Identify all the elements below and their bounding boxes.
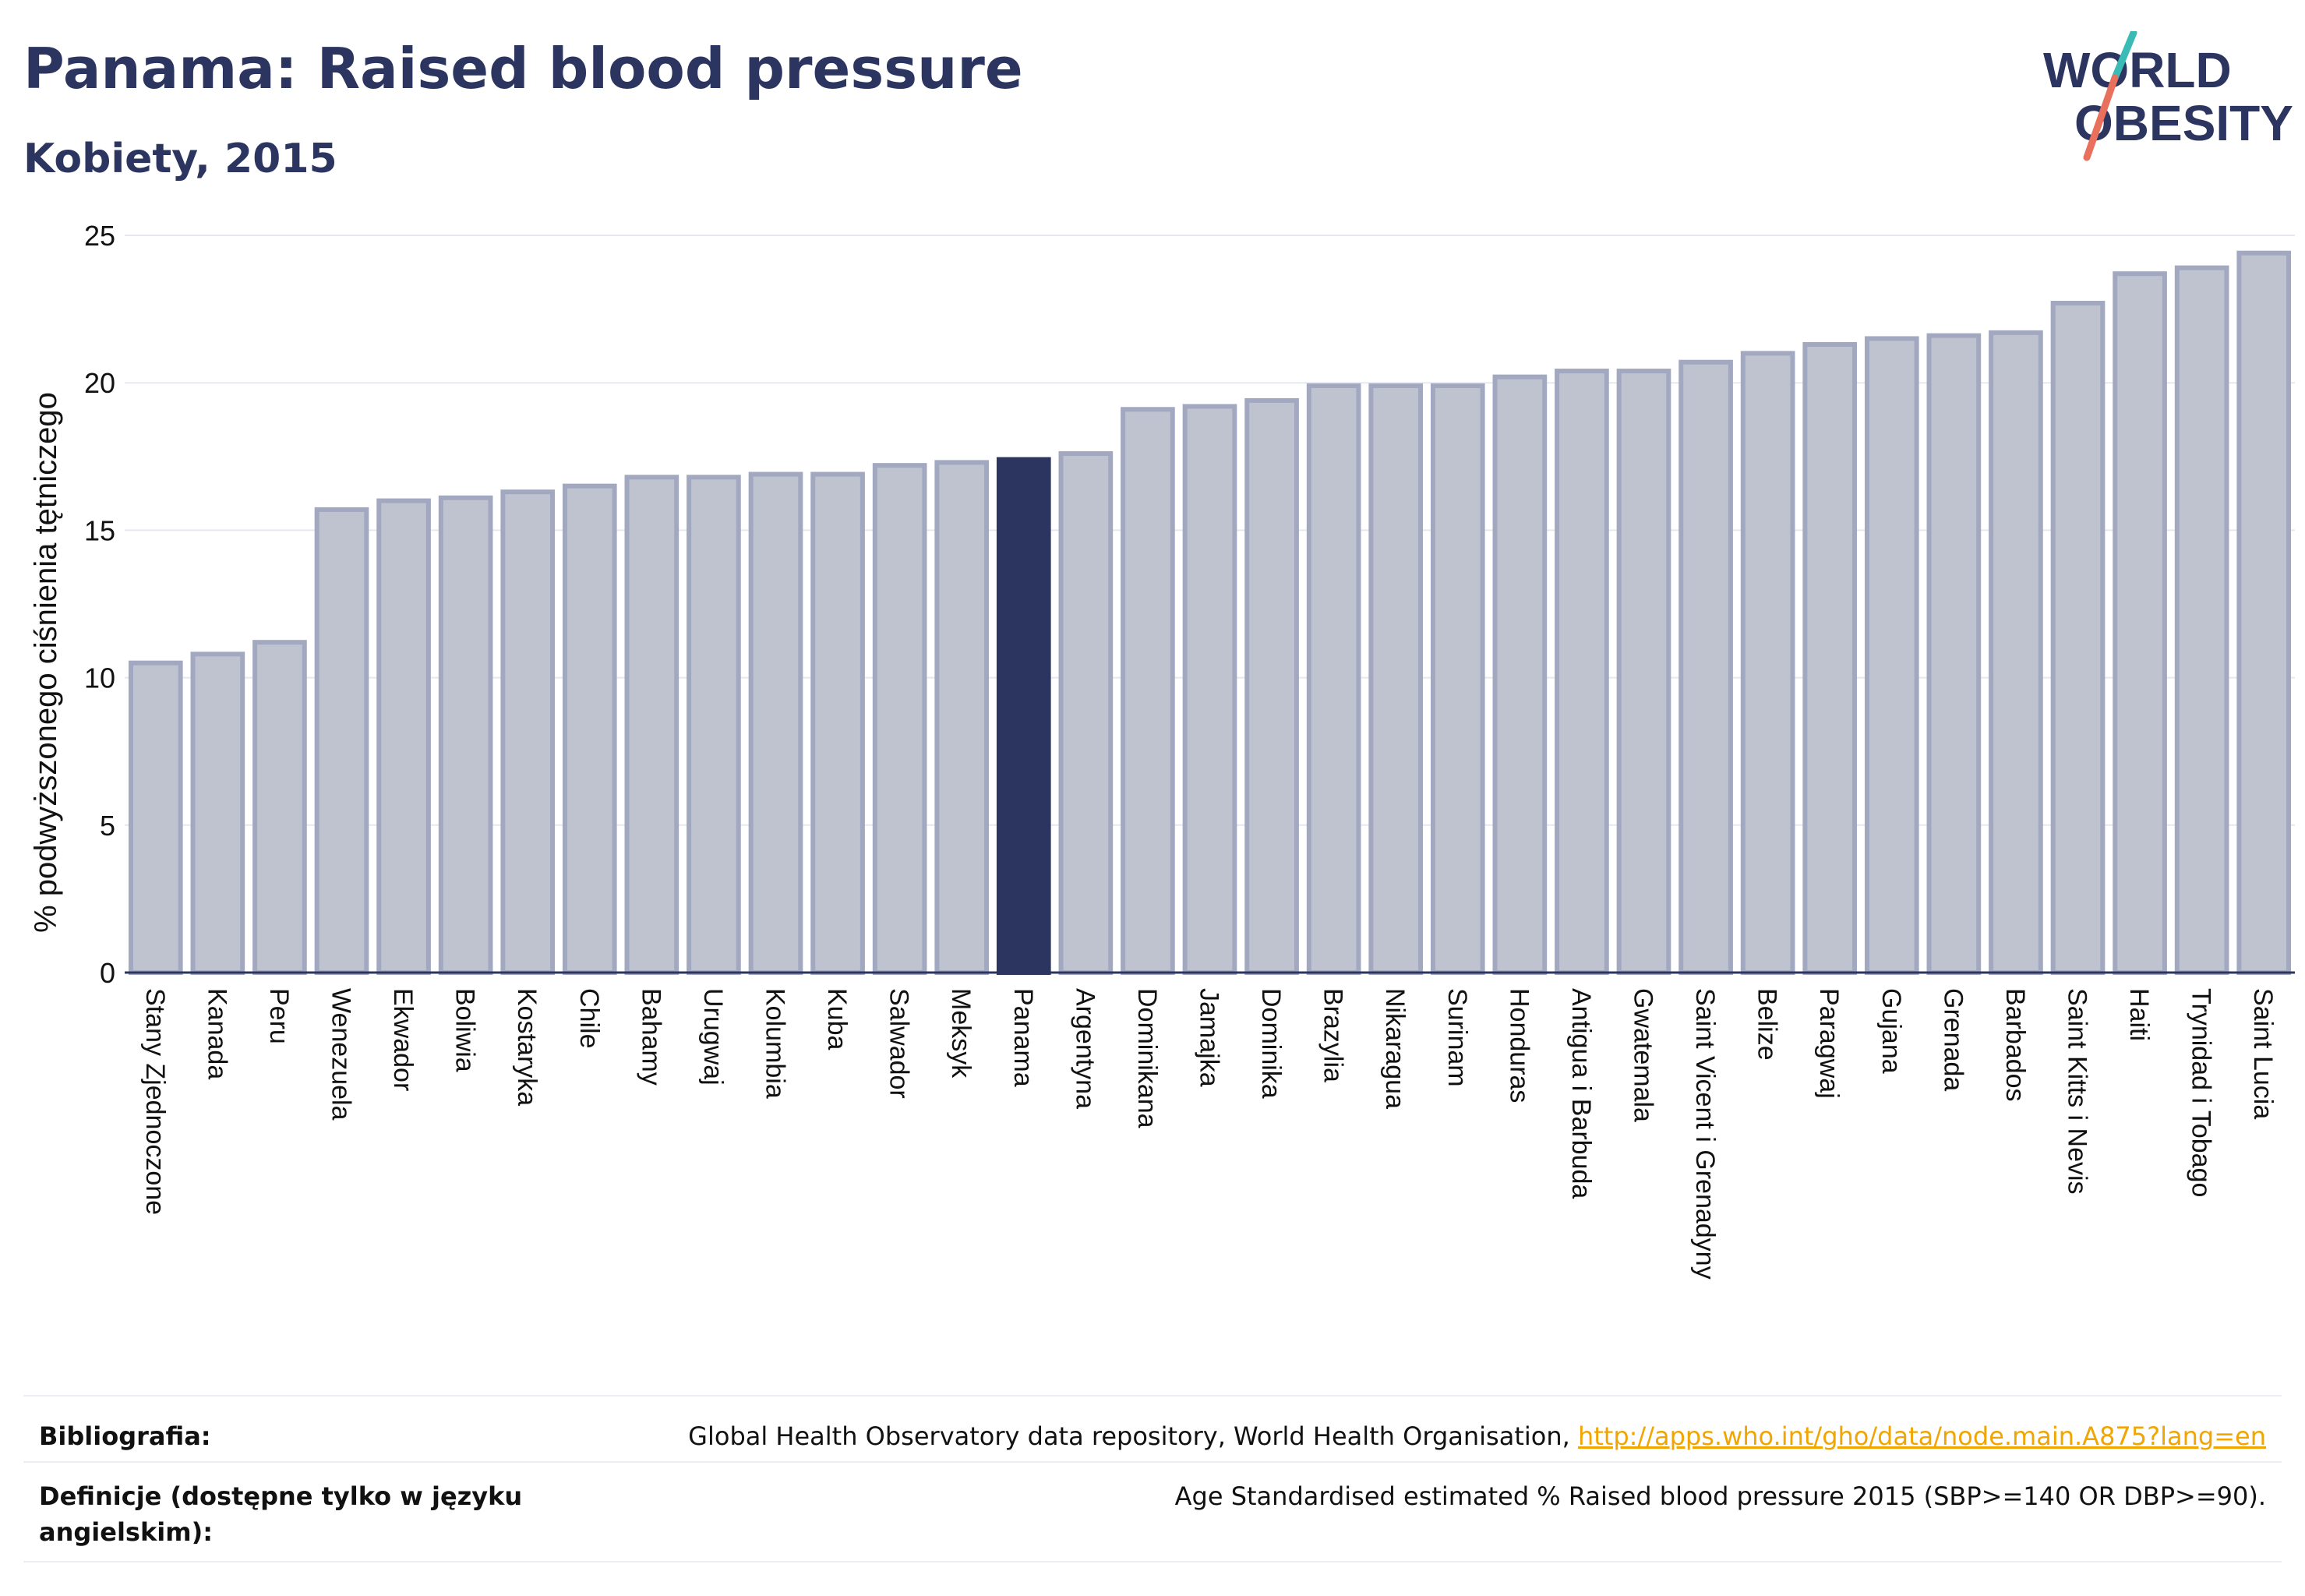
- bar-paragwaj: [1802, 342, 1858, 975]
- bar-argentyna: [1058, 451, 1114, 975]
- x-tick-label: Trynidad i Tobago: [2187, 988, 2216, 1197]
- x-tick-label: Gwatemala: [1629, 988, 1658, 1122]
- x-tick-label: Saint Vicent i Grenadyny: [1690, 988, 1720, 1280]
- y-axis-ticks: 0 5 10 15 20 25: [84, 220, 115, 989]
- world-obesity-logo: WORLD OBESITY: [2043, 31, 2293, 161]
- x-tick-label: Chile: [574, 988, 604, 1048]
- definition-label: Definicje (dostępne tylko w języku angie…: [39, 1481, 523, 1547]
- bar-kolumbia: [748, 471, 803, 975]
- x-tick-label: Gujana: [1876, 988, 1906, 1074]
- bar-kuba: [810, 471, 865, 975]
- x-tick-label: Kolumbia: [761, 988, 790, 1099]
- x-tick-label: Argentyna: [1070, 988, 1100, 1109]
- x-tick-label: Jamajka: [1195, 988, 1224, 1087]
- bars: [128, 250, 2292, 976]
- x-tick-label: Kanada: [202, 988, 231, 1079]
- bar-gwatemala: [1616, 369, 1671, 975]
- footer-divider-top: [23, 1395, 2282, 1396]
- x-tick-label: Belize: [1753, 988, 1782, 1061]
- page-title: Panama: Raised blood pressure: [23, 36, 1023, 101]
- x-tick-label: Paragwaj: [1814, 988, 1844, 1099]
- bibliography-value: Global Health Observatory data repositor…: [688, 1418, 2266, 1454]
- x-axis-labels: Stany Zjednoczone Kanada Peru Wenezuela Ekwa…: [140, 988, 2278, 1280]
- bar-brazylia: [1306, 383, 1361, 975]
- x-tick-label: Kuba: [822, 988, 852, 1050]
- bibliography-label: Bibliografia:: [39, 1421, 211, 1451]
- y-tick-label: 10: [84, 662, 115, 694]
- bar-saint-vicent-i-grenadyny: [1678, 359, 1733, 976]
- x-tick-label: Meksyk: [946, 988, 976, 1079]
- page-subtitle: Kobiety, 2015: [23, 136, 337, 182]
- bar-belize: [1740, 351, 1795, 976]
- bibliography-link[interactable]: http://apps.who.int/gho/data/node.main.A…: [1577, 1421, 2266, 1451]
- bar-chart: 0 5 10 15 20 25 Stany Zjednoczone Kanada Peru We…: [29, 220, 2295, 1280]
- bar-boliwia: [438, 495, 493, 975]
- y-tick-label: 20: [84, 367, 115, 399]
- x-tick-label: Haiti: [2124, 988, 2154, 1041]
- bar-saint-lucia: [2236, 250, 2292, 976]
- bar-dominikana: [1121, 407, 1175, 976]
- bar-bahamy: [624, 475, 679, 975]
- bar-peru: [252, 640, 307, 976]
- y-tick-label: 15: [84, 514, 115, 546]
- x-tick-label: Kostaryka: [512, 988, 542, 1106]
- footer-divider-middle: [23, 1461, 2282, 1463]
- bar-trynidad-i-tobago: [2174, 265, 2229, 975]
- x-tick-label: Panama: [1008, 988, 1038, 1087]
- bar-wenezuela: [314, 507, 369, 975]
- bar-honduras: [1492, 374, 1548, 975]
- y-axis-label: % podwyższonego ciśnienia tętniczego: [29, 392, 63, 933]
- bar-kostaryka: [500, 489, 556, 975]
- x-tick-label: Grenada: [1938, 988, 1968, 1091]
- bar-chile: [562, 483, 617, 975]
- x-tick-label: Ekwador: [388, 988, 418, 1091]
- x-tick-label: Saint Lucia: [2248, 988, 2278, 1119]
- x-tick-label: Wenezuela: [327, 988, 356, 1121]
- bar-nikaragua: [1368, 383, 1424, 975]
- x-tick-label: Nikaragua: [1380, 988, 1410, 1109]
- x-tick-label: Stany Zjednoczone: [140, 988, 170, 1215]
- y-tick-label: 25: [84, 220, 115, 252]
- bar-grenada: [1926, 333, 1982, 975]
- bar-dominika: [1244, 397, 1299, 976]
- bar-antigua-i-barbuda: [1555, 369, 1609, 975]
- bar-jamajka: [1182, 404, 1237, 975]
- bar-kanada: [190, 651, 245, 975]
- logo-line1: WORLD: [2043, 42, 2232, 98]
- x-tick-label: Surinam: [1442, 988, 1472, 1087]
- definition-value: Age Standardised estimated % Raised bloo…: [1174, 1481, 2266, 1511]
- x-tick-label: Boliwia: [450, 988, 480, 1072]
- x-tick-label: Antigua i Barbuda: [1566, 988, 1596, 1199]
- x-tick-label: Honduras: [1504, 988, 1534, 1103]
- bar-saint-kitts-i-nevis: [2050, 301, 2106, 976]
- bar-gujana: [1864, 336, 1919, 975]
- bibliography-text: Global Health Observatory data repositor…: [688, 1421, 1578, 1451]
- logo-line2: OBESITY: [2074, 95, 2293, 151]
- x-tick-label: Peru: [264, 988, 294, 1044]
- bar-urugwaj: [687, 475, 741, 975]
- y-tick-label: 0: [100, 957, 115, 989]
- bar-surinam: [1430, 383, 1485, 975]
- y-tick-label: 5: [100, 810, 115, 842]
- footer-divider-bottom: [23, 1561, 2282, 1562]
- bar-panama: [996, 457, 1051, 976]
- x-tick-label: Urugwaj: [698, 988, 728, 1086]
- x-tick-label: Brazylia: [1318, 988, 1348, 1082]
- x-tick-label: Dominikana: [1132, 988, 1162, 1128]
- x-tick-label: Saint Kitts i Nevis: [2063, 988, 2092, 1195]
- bar-stany-zjednoczone: [128, 660, 183, 975]
- bar-salwador: [872, 463, 927, 976]
- x-tick-label: Dominika: [1256, 988, 1286, 1099]
- x-tick-label: Salwador: [884, 988, 914, 1099]
- x-tick-label: Bahamy: [636, 988, 665, 1086]
- x-tick-label: Barbados: [2000, 988, 2030, 1102]
- bar-meksyk: [934, 460, 990, 976]
- bar-barbados: [1989, 330, 2043, 975]
- bar-ekwador: [376, 498, 431, 975]
- bar-haiti: [2113, 271, 2167, 975]
